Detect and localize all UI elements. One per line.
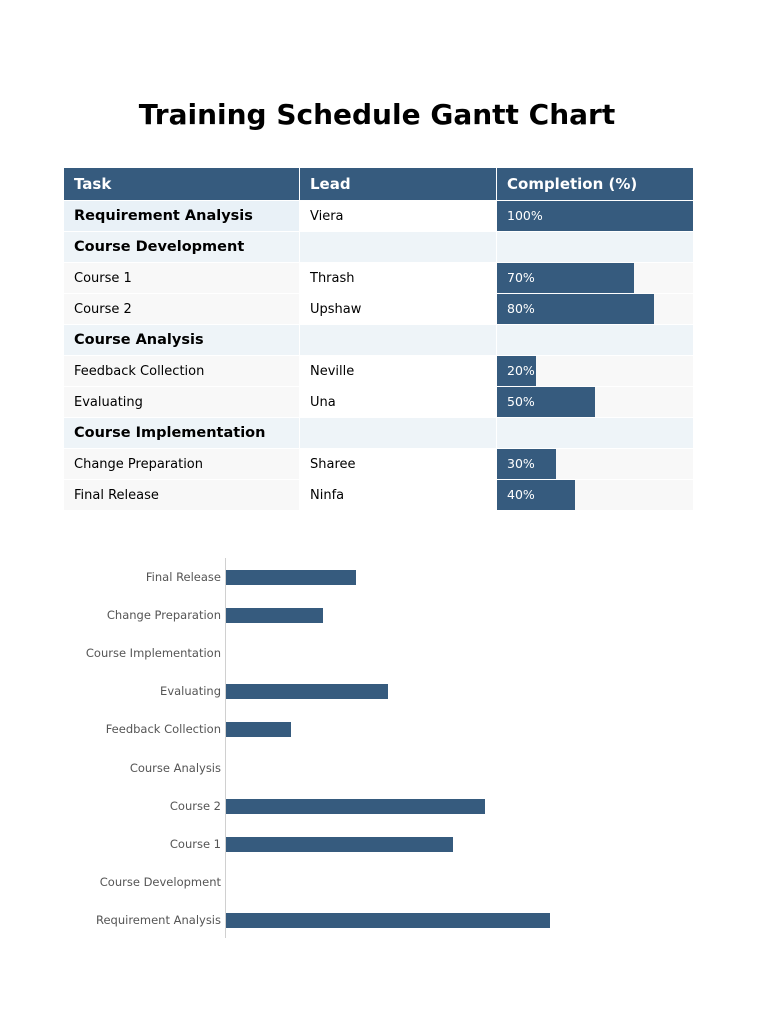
y-tick-label: Final Release — [145, 570, 221, 584]
table-row: Final Release Ninfa 40% — [64, 480, 693, 510]
table-row: Change Preparation Sharee 30% — [64, 449, 693, 479]
task-cell: Change Preparation — [64, 449, 299, 479]
lead-cell: Upshaw — [300, 294, 496, 324]
completion-cell: 40% — [497, 480, 693, 510]
chart-bar — [226, 722, 291, 738]
task-cell: Course 1 — [64, 263, 299, 293]
table-row: Requirement Analysis Viera 100% — [64, 201, 693, 231]
header-task: Task — [64, 168, 299, 200]
chart-bar — [226, 798, 486, 814]
chart-row: Feedback Collection — [0, 721, 768, 738]
completion-bar: 100% — [497, 201, 693, 231]
task-cell: Requirement Analysis — [64, 201, 299, 231]
completion-cell: 20% — [497, 356, 693, 386]
y-tick-label: Course Analysis — [129, 760, 221, 775]
y-tick-label: Course Implementation — [85, 646, 221, 661]
lead-cell: Ninfa — [300, 480, 496, 510]
lead-cell — [300, 325, 496, 355]
completion-bar: 80% — [497, 294, 654, 324]
completion-cell: 30% — [497, 449, 693, 479]
chart-row: Course Development — [0, 874, 768, 890]
table-row: Evaluating Una 50% — [64, 387, 693, 417]
completion-cell — [497, 325, 693, 355]
table-row: Course 2 Upshaw 80% — [64, 294, 693, 324]
completion-table: Task Lead Completion (%) Requirement Ana… — [63, 167, 694, 511]
table-group-row: Course Development — [64, 232, 693, 262]
lead-cell: Viera — [300, 201, 496, 231]
task-cell: Course Development — [64, 232, 299, 262]
table-row: Feedback Collection Neville 20% — [64, 356, 693, 386]
chart-bar — [226, 912, 550, 928]
chart-row: Course 1 — [0, 836, 768, 852]
table-group-row: Course Implementation — [64, 418, 693, 448]
lead-cell: Neville — [300, 356, 496, 386]
y-tick-label: Course Development — [99, 874, 221, 889]
y-tick-label: Course 2 — [169, 798, 221, 813]
y-axis-line — [225, 558, 226, 938]
completion-bar: 40% — [497, 480, 576, 510]
completion-cell: 100% — [497, 201, 693, 231]
chart-row: Change Preparation — [0, 607, 768, 624]
lead-cell — [300, 232, 496, 262]
completion-cell — [497, 232, 693, 262]
task-cell: Course 2 — [64, 294, 299, 324]
completion-cell: 80% — [497, 294, 693, 324]
page-title: Training Schedule Gantt Chart — [138, 98, 616, 131]
completion-cell — [497, 418, 693, 448]
lead-cell — [300, 418, 496, 448]
chart-bar — [226, 570, 356, 585]
table-row: Course 1 Thrash 70% — [64, 263, 693, 293]
task-cell: Course Analysis — [64, 325, 299, 355]
chart-row: Requirement Analysis — [0, 912, 768, 928]
completion-bar: 30% — [497, 449, 556, 479]
y-tick-label: Feedback Collection — [105, 722, 221, 737]
lead-cell: Thrash — [300, 263, 496, 293]
task-cell: Course Implementation — [64, 418, 299, 448]
completion-bar: 20% — [497, 356, 537, 386]
table-group-row: Course Analysis — [64, 325, 693, 355]
header-lead: Lead — [300, 168, 496, 200]
lead-cell: Sharee — [300, 449, 496, 479]
table-header-row: Task Lead Completion (%) — [64, 168, 693, 200]
chart-row: Course 2 — [0, 798, 768, 814]
y-tick-label: Course 1 — [169, 836, 221, 851]
chart-row: Final Release — [0, 569, 768, 585]
completion-bar: 70% — [497, 263, 635, 293]
task-cell: Evaluating — [64, 387, 299, 417]
chart-bar — [226, 608, 324, 624]
y-tick-label: Requirement Analysis — [96, 912, 221, 927]
completion-cell: 70% — [497, 263, 693, 293]
gantt-bar-chart: Final Release Change Preparation Course Im… — [0, 558, 768, 938]
chart-row: Course Implementation — [0, 645, 768, 661]
chart-row: Evaluating — [0, 683, 768, 700]
completion-cell: 50% — [497, 387, 693, 417]
y-tick-label: Change Preparation — [106, 608, 221, 623]
lead-cell: Una — [300, 387, 496, 417]
completion-bar: 50% — [497, 387, 595, 417]
y-tick-label: Evaluating — [160, 684, 221, 699]
header-completion: Completion (%) — [497, 168, 693, 200]
task-cell: Feedback Collection — [64, 356, 299, 386]
chart-bar — [226, 836, 453, 852]
chart-row: Course Analysis — [0, 760, 768, 776]
chart-bar — [226, 684, 388, 700]
task-cell: Final Release — [64, 480, 299, 510]
